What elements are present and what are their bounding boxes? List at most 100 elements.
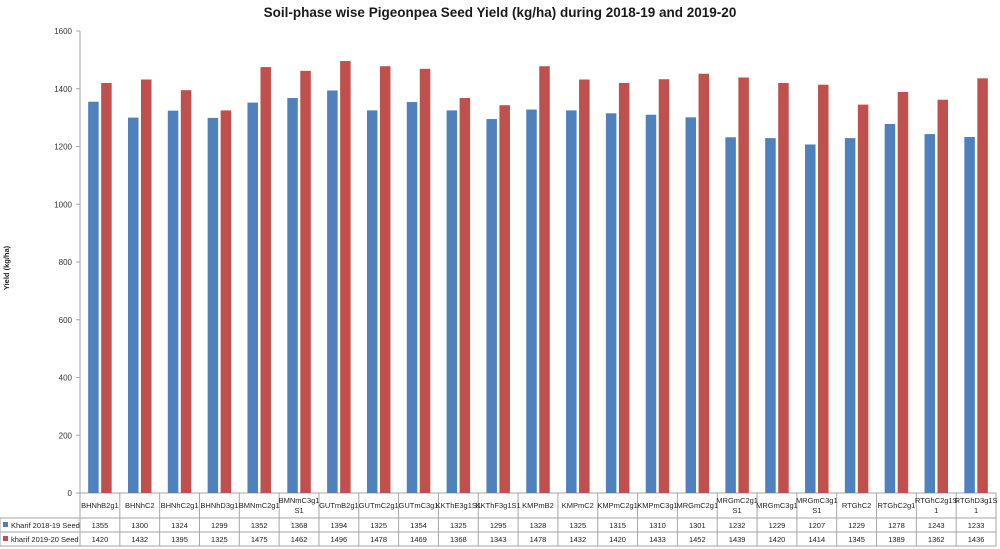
bar-series-2 [180,90,192,493]
bar-series-2 [220,110,232,493]
bars [88,61,988,494]
data-table-cell: 1325 [211,535,228,544]
data-table-cell: 1352 [251,521,268,530]
data-table-cell: 1469 [410,535,427,544]
bar-series-2 [379,66,391,493]
bar-series-2 [260,67,271,493]
category-label: S1 [733,506,742,515]
bar-series-1 [645,114,657,494]
y-tick-label: 1000 [54,200,72,209]
category-label: BHNhC2g1 [161,501,199,510]
bar-series-1 [247,102,258,494]
y-tick-label: 400 [59,374,73,383]
data-table-cell: 1299 [211,521,228,530]
category-label: BMNmC3g1 [279,496,320,505]
bar-series-1 [765,138,776,493]
data-table: BHNhB2g1 1355 1420 BHNhC2 1300 1432 BHNhC2g1 13… [81,496,997,544]
data-table-cell: 1478 [530,535,547,544]
data-table-cell: 1420 [609,535,626,544]
chart-title: Soil-phase wise Pigeonpea Seed Yield (kg… [264,5,737,20]
bar-series-1 [127,117,139,493]
bar-series-1 [884,123,896,493]
data-table-cell: 1452 [689,535,706,544]
bar-series-2 [618,82,630,493]
category-label: KMPmC3g1 [637,501,677,510]
category-label: 1 [934,506,938,515]
legend-label: Kharif 2018-19 Seed [11,521,80,530]
bar-series-2 [579,79,590,493]
category-label: MRGmC3g1 [796,496,838,505]
category-label: KMPmC2 [562,501,594,510]
bar-series-1 [605,113,617,493]
bar-series-2 [698,73,710,494]
y-axis-ticks: 0 200 400 600 800 1000 1200 1400 1600 [54,27,80,498]
legend-label: kharif 2019-20 Seed [11,535,79,544]
bar-series-2 [818,84,829,494]
bar-series-2 [897,91,909,494]
data-table-cell: 1389 [888,535,905,544]
data-table-cell: 1478 [370,535,387,544]
legend-swatch [3,522,8,527]
bar-series-1 [406,102,418,493]
y-tick-label: 600 [59,316,73,325]
data-table-cell: 1368 [291,521,308,530]
data-table-cell: 1368 [450,535,467,544]
data-table-cell: 1229 [769,521,786,530]
bar-series-1 [526,109,537,493]
bar-series-2 [140,79,152,493]
data-table-cell: 1295 [490,521,507,530]
data-table-cell: 1362 [928,535,945,544]
data-table-cell: 1325 [569,521,586,530]
bar-series-2 [499,105,510,494]
category-label: KKThE3g1S1 [436,501,481,510]
y-tick-label: 1200 [54,143,72,152]
bar-series-1 [167,110,179,493]
bar-series-2 [977,78,988,493]
data-table-cell: 1310 [649,521,666,530]
category-label: GUTmB2g1 [319,501,359,510]
bar-series-2 [738,77,749,494]
data-table-cell: 1229 [848,521,865,530]
category-label: S1 [294,506,303,515]
category-label: RTGhC2g1S [915,496,958,505]
data-table-cell: 1354 [410,521,427,530]
data-table-cell: 1328 [530,521,547,530]
category-label: GUTmC3g1 [399,501,439,510]
bar-series-1 [924,134,936,494]
bar-series-1 [964,136,975,493]
category-label: GUTmC2g1 [359,501,399,510]
data-table-cell: 1436 [968,535,985,544]
data-table-cell: 1207 [808,521,825,530]
bar-series-2 [539,66,550,493]
bar-series-2 [778,82,789,493]
category-label: MRGmC3g1 [756,501,798,510]
category-label: BHNhB2g1 [81,501,119,510]
y-tick-label: 800 [59,258,73,267]
y-tick-label: 1400 [54,85,72,94]
bar-series-1 [725,137,736,493]
bar-series-1 [207,117,219,493]
bar-series-1 [805,144,816,493]
bar-series-1 [844,138,856,493]
y-tick-label: 0 [68,489,73,498]
data-table-cell: 1232 [729,521,746,530]
data-table-cell: 1325 [370,521,387,530]
data-table-cell: 1432 [569,535,586,544]
bar-series-1 [446,110,458,493]
data-table-cell: 1394 [331,521,348,530]
data-table-cell: 1355 [92,521,109,530]
category-label: RTGhC2g1 [878,501,916,510]
bar-series-1 [366,110,378,493]
data-table-cell: 1343 [490,535,507,544]
data-table-cell: 1414 [808,535,825,544]
category-label: KMPmB2 [522,501,554,510]
category-label: BHNhC2 [125,501,155,510]
data-table-cell: 1395 [171,535,188,544]
bar-series-1 [486,119,497,493]
data-table-cell: 1315 [609,521,626,530]
data-table-cell: 1462 [291,535,308,544]
data-table-cell: 1300 [131,521,148,530]
y-tick-label: 200 [59,431,73,440]
category-label: BMNmC2g1 [239,501,280,510]
